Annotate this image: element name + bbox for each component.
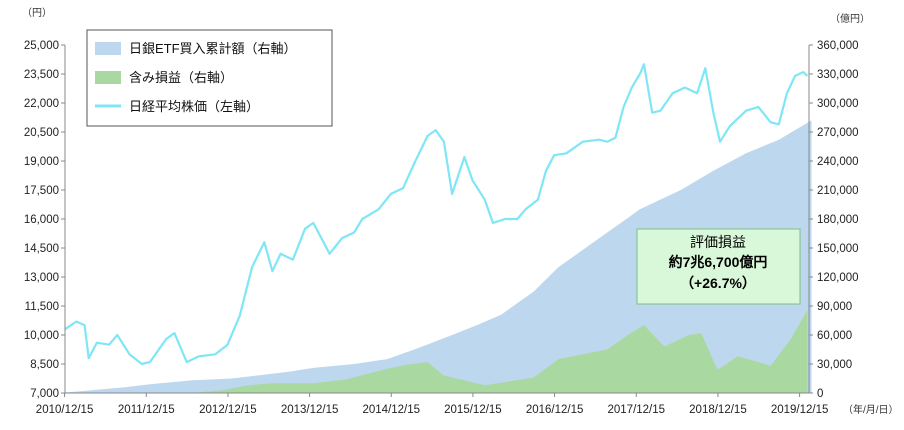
legend-swatch-gain <box>95 71 121 84</box>
x-tick-label: 2014/12/15 <box>362 404 420 416</box>
x-tick-label: 2015/12/15 <box>444 404 502 416</box>
x-tick-label: 2016/12/15 <box>526 404 584 416</box>
legend-box <box>86 29 333 127</box>
right-tick-label: 0 <box>817 388 823 400</box>
legend: 日銀ETF買入累計額（右軸） 含み損益（右軸） 日経平均株価（左軸） <box>86 29 333 127</box>
right-axis-unit: （億円） <box>830 12 870 25</box>
right-tick-label: 240,000 <box>817 156 859 168</box>
unrealized-gain-area <box>65 309 808 393</box>
x-axis-ticks: 2010/12/15 2011/12/15 2012/12/15 2013/12/15… <box>36 393 829 416</box>
left-tick-label: 10,000 <box>24 330 59 342</box>
left-tick-label: 13,000 <box>24 272 59 284</box>
legend-label-gain: 含み損益（右軸） <box>129 70 233 85</box>
left-tick-label: 8,500 <box>30 359 59 371</box>
x-tick-label: 2012/12/15 <box>199 404 257 416</box>
x-tick-label: 2019/12/15 <box>771 404 829 416</box>
area-layer <box>65 120 812 394</box>
etf-cumulative-area <box>65 120 812 394</box>
right-tick-label: 120,000 <box>817 272 859 284</box>
left-tick-label: 23,500 <box>24 69 59 81</box>
right-tick-label: 60,000 <box>817 330 852 342</box>
right-axis-ticks: 0 30,000 60,000 90,000 120,000 150,000 180,000… <box>809 40 859 400</box>
left-axis-unit: （円） <box>22 7 52 19</box>
line-layer <box>64 63 809 366</box>
x-tick-label: 2017/12/15 <box>607 404 665 416</box>
left-axis-ticks: 7,000 8,500 10,000 11,500 13,000 14,500 16,000… <box>24 40 65 400</box>
legend-label-nikkei: 日経平均株価（左軸） <box>129 99 259 114</box>
annotation-box: 評価損益 約7兆6,700億円 （+26.7%） <box>636 228 801 305</box>
left-tick-label: 20,500 <box>24 127 59 139</box>
right-tick-label: 150,000 <box>817 243 859 255</box>
right-tick-label: 330,000 <box>817 69 859 81</box>
legend-swatch-etf <box>95 42 121 55</box>
x-tick-label: 2013/12/15 <box>281 404 339 416</box>
nikkei-line <box>64 63 809 366</box>
right-tick-label: 360,000 <box>817 40 859 52</box>
annotation-title: 評価損益 <box>690 234 746 250</box>
left-tick-label: 25,000 <box>24 40 59 52</box>
annotation-percent: （+26.7%） <box>680 275 756 291</box>
right-tick-label: 300,000 <box>817 98 859 110</box>
right-tick-label: 90,000 <box>817 301 852 313</box>
annotation-amount: 約7兆6,700億円 <box>669 254 768 270</box>
left-tick-label: 19,000 <box>24 156 59 168</box>
left-tick-label: 14,500 <box>24 243 59 255</box>
left-tick-label: 7,000 <box>30 388 59 400</box>
right-tick-label: 270,000 <box>817 127 859 139</box>
left-tick-label: 11,500 <box>25 301 59 313</box>
x-tick-label: 2010/12/15 <box>36 404 94 416</box>
right-tick-label: 210,000 <box>817 185 859 197</box>
left-tick-label: 22,000 <box>24 98 59 110</box>
left-tick-label: 16,000 <box>24 214 59 226</box>
x-axis-unit: （年/月/日） <box>843 403 899 416</box>
x-tick-label: 2011/12/15 <box>118 404 175 416</box>
right-tick-label: 30,000 <box>817 359 852 371</box>
annotation-rect <box>636 228 801 305</box>
x-tick-label: 2018/12/15 <box>689 404 747 416</box>
right-tick-label: 180,000 <box>817 214 859 226</box>
legend-label-etf: 日銀ETF買入累計額（右軸） <box>129 41 297 56</box>
left-tick-label: 17,500 <box>24 185 59 197</box>
